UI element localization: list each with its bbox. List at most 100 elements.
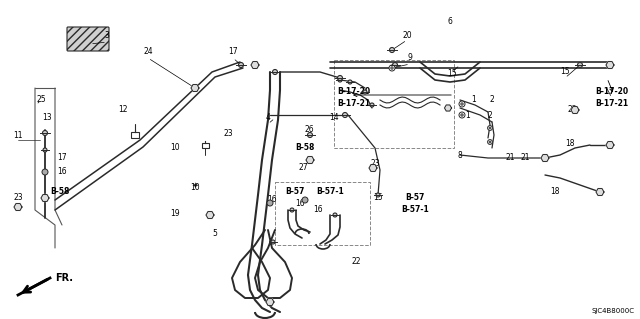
Text: 8: 8 [458, 151, 462, 160]
Polygon shape [266, 299, 274, 306]
Text: 15: 15 [447, 69, 457, 78]
Circle shape [389, 65, 395, 71]
Polygon shape [369, 165, 377, 172]
Circle shape [370, 103, 374, 107]
Circle shape [273, 70, 278, 75]
Text: 21: 21 [505, 153, 515, 162]
Polygon shape [596, 189, 604, 196]
Polygon shape [191, 85, 199, 92]
Circle shape [43, 148, 47, 152]
Polygon shape [206, 211, 214, 219]
Text: 25: 25 [36, 95, 46, 105]
Circle shape [459, 101, 465, 107]
Text: 9: 9 [408, 54, 412, 63]
Text: B-17-21: B-17-21 [337, 100, 371, 108]
Circle shape [461, 103, 463, 105]
Circle shape [338, 78, 342, 82]
Text: 18: 18 [550, 188, 560, 197]
Polygon shape [606, 62, 614, 69]
Text: B-17-20: B-17-20 [595, 87, 628, 97]
Text: 20: 20 [402, 31, 412, 40]
FancyBboxPatch shape [67, 27, 109, 51]
Text: 2: 2 [488, 110, 492, 120]
Polygon shape [41, 195, 49, 202]
Circle shape [459, 112, 465, 118]
Text: 21: 21 [520, 153, 530, 162]
Text: B-17-21: B-17-21 [595, 100, 628, 108]
Text: 1: 1 [472, 95, 476, 105]
Text: B-57-1: B-57-1 [316, 188, 344, 197]
Text: 24: 24 [143, 48, 153, 56]
Circle shape [348, 80, 352, 84]
Text: 14: 14 [329, 114, 339, 122]
Circle shape [42, 169, 48, 175]
Text: 23: 23 [223, 129, 233, 137]
Circle shape [392, 63, 397, 68]
Bar [334, 60, 454, 148]
Text: FR.: FR. [55, 273, 73, 283]
Text: 17: 17 [57, 152, 67, 161]
Text: SJC4B8000C: SJC4B8000C [592, 308, 635, 314]
Circle shape [267, 200, 273, 206]
Text: 4: 4 [266, 114, 271, 122]
Text: B-58: B-58 [51, 188, 70, 197]
Text: 15: 15 [373, 194, 383, 203]
Circle shape [307, 132, 312, 137]
Bar [275, 182, 370, 245]
Circle shape [239, 63, 243, 68]
Text: 2: 2 [490, 95, 494, 105]
Polygon shape [606, 142, 614, 148]
Text: 23: 23 [567, 106, 577, 115]
Text: 13: 13 [42, 113, 52, 122]
Text: 16: 16 [313, 205, 323, 214]
Circle shape [333, 213, 337, 217]
Text: 15: 15 [560, 68, 570, 77]
Text: B-57: B-57 [405, 194, 425, 203]
Polygon shape [571, 107, 579, 114]
Circle shape [342, 113, 348, 117]
Text: 26: 26 [304, 125, 314, 135]
Circle shape [363, 90, 367, 94]
Circle shape [489, 127, 491, 129]
Text: 10: 10 [190, 183, 200, 192]
Text: ✦: ✦ [191, 181, 198, 189]
Circle shape [488, 126, 492, 130]
Circle shape [337, 76, 342, 80]
Bar [202, 143, 209, 147]
Polygon shape [14, 204, 22, 211]
Circle shape [376, 193, 380, 197]
Circle shape [489, 141, 491, 143]
Text: B-57: B-57 [285, 188, 305, 197]
Text: B-57-1: B-57-1 [401, 205, 429, 214]
Text: 19: 19 [170, 209, 180, 218]
Circle shape [42, 130, 47, 136]
Text: 16: 16 [295, 199, 305, 209]
Circle shape [290, 208, 294, 212]
Circle shape [488, 140, 492, 145]
Bar [131, 132, 140, 138]
Text: 23: 23 [13, 194, 23, 203]
Text: 11: 11 [13, 130, 23, 139]
Text: 10: 10 [170, 144, 180, 152]
Text: 6: 6 [447, 18, 452, 26]
Text: B-58: B-58 [295, 144, 315, 152]
Text: 12: 12 [118, 106, 128, 115]
Text: 16: 16 [57, 167, 67, 176]
Text: 16: 16 [267, 196, 277, 204]
Polygon shape [445, 105, 451, 111]
Text: 22: 22 [351, 257, 361, 266]
Text: 3: 3 [104, 32, 109, 41]
Circle shape [390, 48, 394, 53]
Circle shape [577, 63, 582, 68]
Circle shape [391, 67, 393, 69]
Text: 5: 5 [212, 228, 218, 238]
Circle shape [302, 197, 308, 203]
Polygon shape [541, 154, 549, 161]
Circle shape [271, 240, 275, 244]
Circle shape [461, 114, 463, 116]
Text: 1: 1 [466, 110, 470, 120]
Text: 17: 17 [228, 48, 238, 56]
Polygon shape [306, 157, 314, 163]
Text: 18: 18 [565, 138, 575, 147]
Text: B-17-20: B-17-20 [337, 87, 371, 97]
